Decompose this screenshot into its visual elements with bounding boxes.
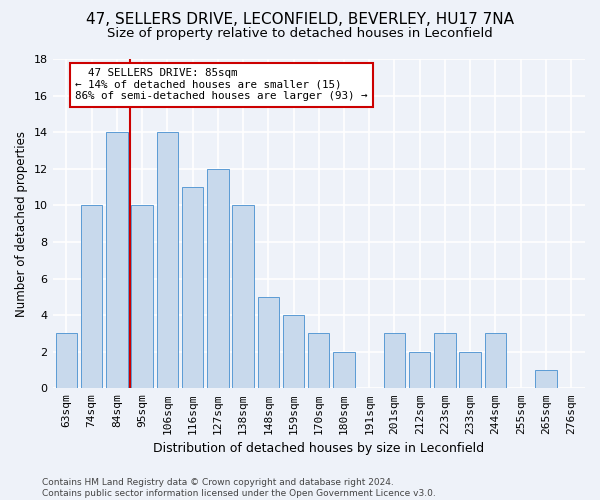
- Bar: [232, 206, 254, 388]
- Text: 47, SELLERS DRIVE, LECONFIELD, BEVERLEY, HU17 7NA: 47, SELLERS DRIVE, LECONFIELD, BEVERLEY,…: [86, 12, 514, 28]
- Bar: [81, 206, 103, 388]
- Y-axis label: Number of detached properties: Number of detached properties: [15, 130, 28, 316]
- Bar: [384, 334, 405, 388]
- Bar: [207, 169, 229, 388]
- Bar: [106, 132, 128, 388]
- Bar: [460, 352, 481, 389]
- Bar: [485, 334, 506, 388]
- Text: 47 SELLERS DRIVE: 85sqm
← 14% of detached houses are smaller (15)
86% of semi-de: 47 SELLERS DRIVE: 85sqm ← 14% of detache…: [75, 68, 368, 102]
- Bar: [333, 352, 355, 389]
- X-axis label: Distribution of detached houses by size in Leconfield: Distribution of detached houses by size …: [153, 442, 484, 455]
- Bar: [257, 297, 279, 388]
- Bar: [308, 334, 329, 388]
- Bar: [535, 370, 557, 388]
- Bar: [409, 352, 430, 389]
- Bar: [182, 187, 203, 388]
- Bar: [56, 334, 77, 388]
- Text: Size of property relative to detached houses in Leconfield: Size of property relative to detached ho…: [107, 28, 493, 40]
- Bar: [434, 334, 455, 388]
- Text: Contains HM Land Registry data © Crown copyright and database right 2024.
Contai: Contains HM Land Registry data © Crown c…: [42, 478, 436, 498]
- Bar: [131, 206, 153, 388]
- Bar: [157, 132, 178, 388]
- Bar: [283, 315, 304, 388]
